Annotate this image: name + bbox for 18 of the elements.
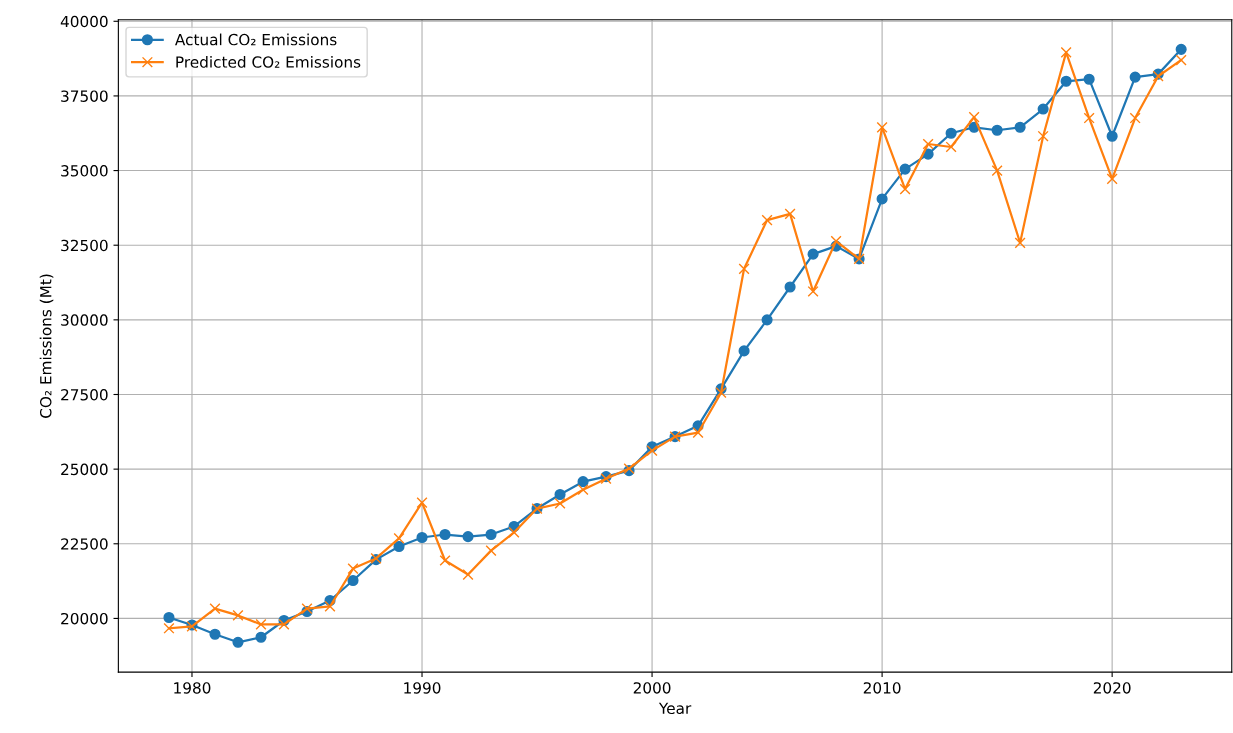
x-tick-label: 1990 (404, 682, 441, 694)
y-tick-label: 20000 (61, 612, 108, 625)
x-axis-title: Year (658, 702, 692, 715)
x-tick-label: 2000 (633, 682, 671, 694)
x-tick-label: 2020 (1093, 682, 1131, 694)
y-axis-title: CO₂ Emissions (Mt) (39, 274, 54, 418)
y-tick-label: 30000 (61, 314, 108, 326)
legend-label: Actual CO₂ Emissions (175, 33, 337, 46)
x-tick-label: 2010 (863, 682, 901, 694)
y-tick-label: 35000 (61, 165, 108, 177)
y-tick-label: 40000 (60, 15, 108, 28)
x-tick-label: 1980 (174, 682, 211, 694)
legend-label: Predicted CO₂ Emissions (176, 55, 361, 68)
y-tick-label: 32500 (61, 239, 108, 252)
y-tick-label: 27500 (61, 388, 108, 401)
y-tick-label: 25000 (61, 463, 108, 476)
y-tick-label: 37500 (61, 90, 108, 102)
y-tick-label: 22500 (61, 538, 108, 550)
